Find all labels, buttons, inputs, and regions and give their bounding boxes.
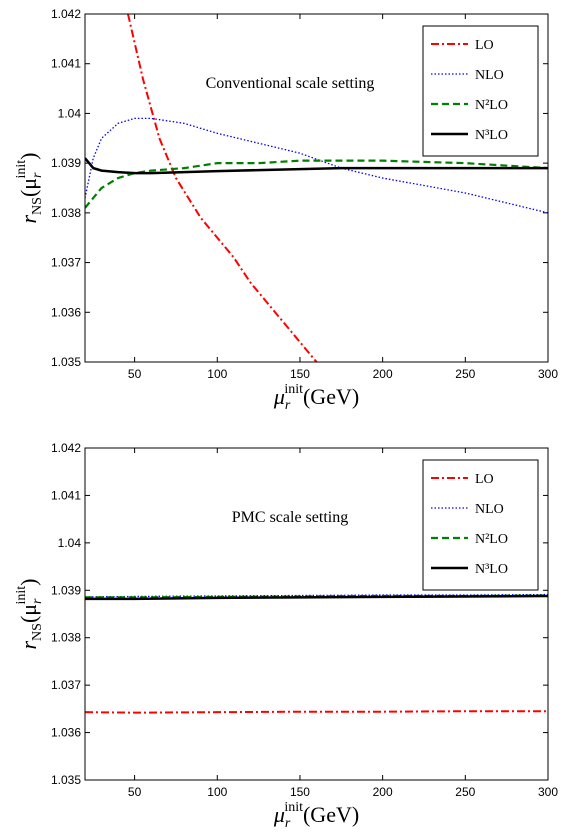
x-label-symbol: μ [273,802,285,827]
x-tick-label: 250 [455,367,475,381]
y-tick-label: 1.038 [51,631,81,645]
y-tick-label: 1.036 [51,726,81,740]
y-tick-label: 1.04 [58,106,82,120]
y-axis-label: rNS(μrinit) [14,578,45,649]
x-tick-label: 100 [207,367,227,381]
y-label-symbol: r [16,641,41,650]
panel: 1.035 1.036 1.037 1.038 1.039 1.04 1.041 1.042 5… [14,441,558,831]
series-line [85,710,548,714]
y-tick-label: 1.037 [51,256,81,270]
y-label-close: ) [16,578,41,585]
y-tick-label: 1.041 [51,488,81,502]
x-label-sub: r [285,398,291,413]
x-tick-label: 200 [373,367,393,381]
y-label-sub: NS [30,197,45,215]
legend-label: LO [475,472,494,487]
x-axis-label: μrinit(GeV) [273,382,359,413]
x-tick-label: 300 [538,367,558,381]
y-axis-label: rNS(μrinit) [14,152,45,223]
x-label-sup: init [284,800,303,815]
y-tick-label: 1.037 [51,678,81,692]
y-tick-label: 1.039 [51,583,81,597]
x-tick-label: 150 [290,785,310,799]
series-line [127,14,318,362]
y-label-open: (μ [16,178,41,197]
y-tick-label: 1.036 [51,305,81,319]
annotation: PMC scale setting [232,509,348,526]
x-tick-label: 150 [290,367,310,381]
series-line [85,117,548,214]
x-label-unit: (GeV) [303,802,359,827]
y-tick-label: 1.04 [58,536,82,550]
x-axis-label: μrinit(GeV) [273,800,359,831]
annotation: Conventional scale setting [206,75,375,92]
x-label-symbol: μ [273,384,285,409]
y-tick-label: 1.035 [51,355,81,369]
legend-label: N²LO [475,532,508,547]
y-tick-label: 1.035 [51,773,81,787]
plot-frame [84,447,549,781]
x-label-sup: init [284,382,303,397]
x-tick-label: 250 [455,785,475,799]
x-label-sub: r [285,816,291,831]
y-tick-label: 1.038 [51,206,81,220]
y-label-arg-sup: init [14,586,29,605]
panel: 1.035 1.036 1.037 1.038 1.039 1.04 1.041 1.042 5… [14,7,558,413]
y-label-sub: NS [30,623,45,641]
series-line [85,157,548,175]
y-label-close: ) [16,152,41,159]
y-label-arg-sub: r [30,172,45,178]
legend-label: LO [475,38,494,53]
legend-label: N³LO [475,562,508,577]
legend-label: NLO [475,502,504,517]
y-tick-label: 1.039 [51,156,81,170]
x-tick-label: 50 [128,367,142,381]
x-tick-label: 50 [128,785,142,799]
y-tick-label: 1.042 [51,7,81,21]
plot-frame [84,13,549,363]
y-label-arg-sup: init [14,160,29,179]
x-tick-label: 200 [373,785,393,799]
x-tick-label: 300 [538,785,558,799]
y-label-symbol: r [16,215,41,224]
legend-label: N³LO [475,128,508,143]
y-tick-label: 1.042 [51,441,81,455]
x-label-unit: (GeV) [303,384,359,409]
series-line [85,594,548,601]
y-label-arg-sub: r [30,598,45,604]
legend-label: NLO [475,68,504,83]
y-tick-label: 1.041 [51,57,81,71]
legend-label: N²LO [475,98,508,113]
x-tick-label: 100 [207,785,227,799]
y-label-open: (μ [16,604,41,623]
